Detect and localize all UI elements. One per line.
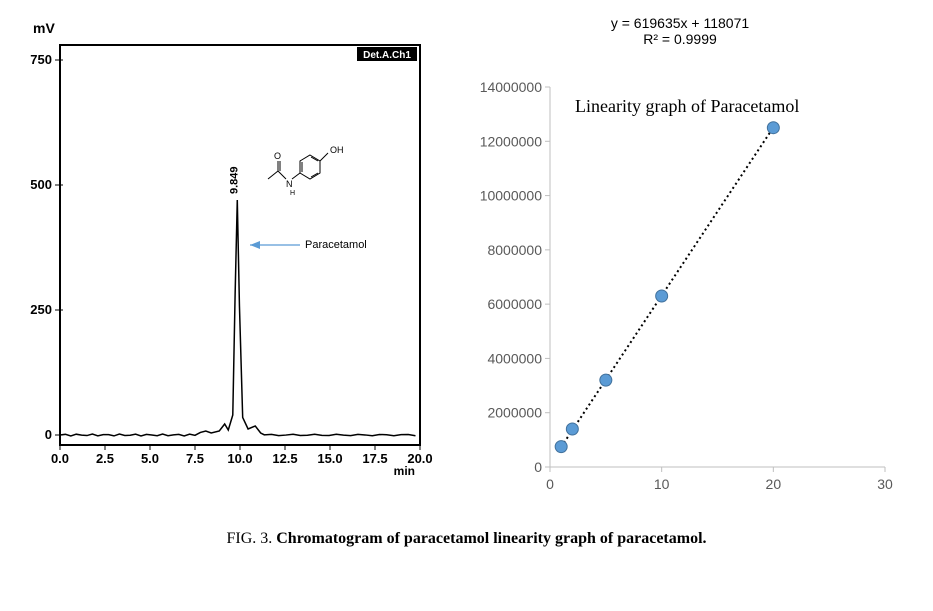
svg-text:N: N	[286, 179, 293, 189]
trend-line	[561, 127, 773, 447]
linearity-panel: y = 619635x + 118071 R² = 0.9999 Lineari…	[455, 15, 905, 505]
svg-text:30: 30	[877, 476, 893, 492]
scatter-point	[566, 423, 578, 435]
svg-text:4000000: 4000000	[487, 350, 542, 366]
svg-text:0: 0	[534, 459, 542, 475]
chromatogram-yticks: 0 250 500 750	[30, 52, 63, 442]
figure-container: mV Det.A.Ch1 0 250 500 750 0.0 2.5 5.0 7.5 10.0…	[15, 15, 918, 505]
svg-text:10.0: 10.0	[227, 451, 252, 466]
scatter-point	[767, 122, 779, 134]
scatter-point	[656, 290, 668, 302]
chromatogram-xlabel: min	[394, 464, 415, 478]
svg-text:750: 750	[30, 52, 52, 67]
svg-text:12.5: 12.5	[272, 451, 297, 466]
svg-text:17.5: 17.5	[362, 451, 387, 466]
svg-text:10: 10	[654, 476, 670, 492]
svg-text:2.5: 2.5	[96, 451, 114, 466]
svg-text:6000000: 6000000	[487, 296, 542, 312]
chromatogram-xticks: 0.02.55.07.510.012.515.017.520.0	[51, 445, 433, 466]
r2-text: R² = 0.9999	[455, 31, 905, 47]
svg-text:0.0: 0.0	[51, 451, 69, 466]
svg-text:OH: OH	[330, 145, 344, 155]
svg-text:500: 500	[30, 177, 52, 192]
svg-text:20: 20	[766, 476, 782, 492]
svg-text:5.0: 5.0	[141, 451, 159, 466]
svg-text:250: 250	[30, 302, 52, 317]
svg-text:0: 0	[546, 476, 554, 492]
svg-text:O: O	[274, 151, 281, 161]
svg-text:12000000: 12000000	[480, 133, 543, 149]
svg-text:8000000: 8000000	[487, 242, 542, 258]
svg-text:14000000: 14000000	[480, 79, 543, 95]
scatter-point	[555, 441, 567, 453]
linearity-svg: Linearity graph of Paracetamol 0 2000000 4…	[455, 47, 905, 537]
linearity-title: Linearity graph of Paracetamol	[575, 96, 799, 116]
peak-rt-label: 9.849	[228, 166, 240, 194]
svg-text:H: H	[290, 190, 295, 197]
svg-text:0: 0	[45, 427, 52, 442]
linearity-xticks: 0 10 20 30	[546, 467, 893, 492]
equation-text: y = 619635x + 118071	[455, 15, 905, 31]
chromatogram-panel: mV Det.A.Ch1 0 250 500 750 0.0 2.5 5.0 7.5 10.0…	[15, 15, 435, 495]
svg-text:7.5: 7.5	[186, 451, 204, 466]
detector-label: Det.A.Ch1	[363, 50, 411, 61]
chromatogram-svg: mV Det.A.Ch1 0 250 500 750 0.0 2.5 5.0 7.5 10.0…	[15, 15, 435, 495]
scatter-point	[600, 374, 612, 386]
linearity-yticks: 0 2000000 4000000 6000000 8000000 10000000 120…	[480, 79, 550, 475]
svg-text:2000000: 2000000	[487, 405, 542, 421]
svg-text:15.0: 15.0	[317, 451, 342, 466]
svg-text:10000000: 10000000	[480, 188, 543, 204]
chromatogram-ylabel: mV	[33, 20, 55, 36]
compound-label: Paracetamol	[305, 239, 367, 251]
caption-prefix: FIG. 3.	[226, 530, 276, 547]
